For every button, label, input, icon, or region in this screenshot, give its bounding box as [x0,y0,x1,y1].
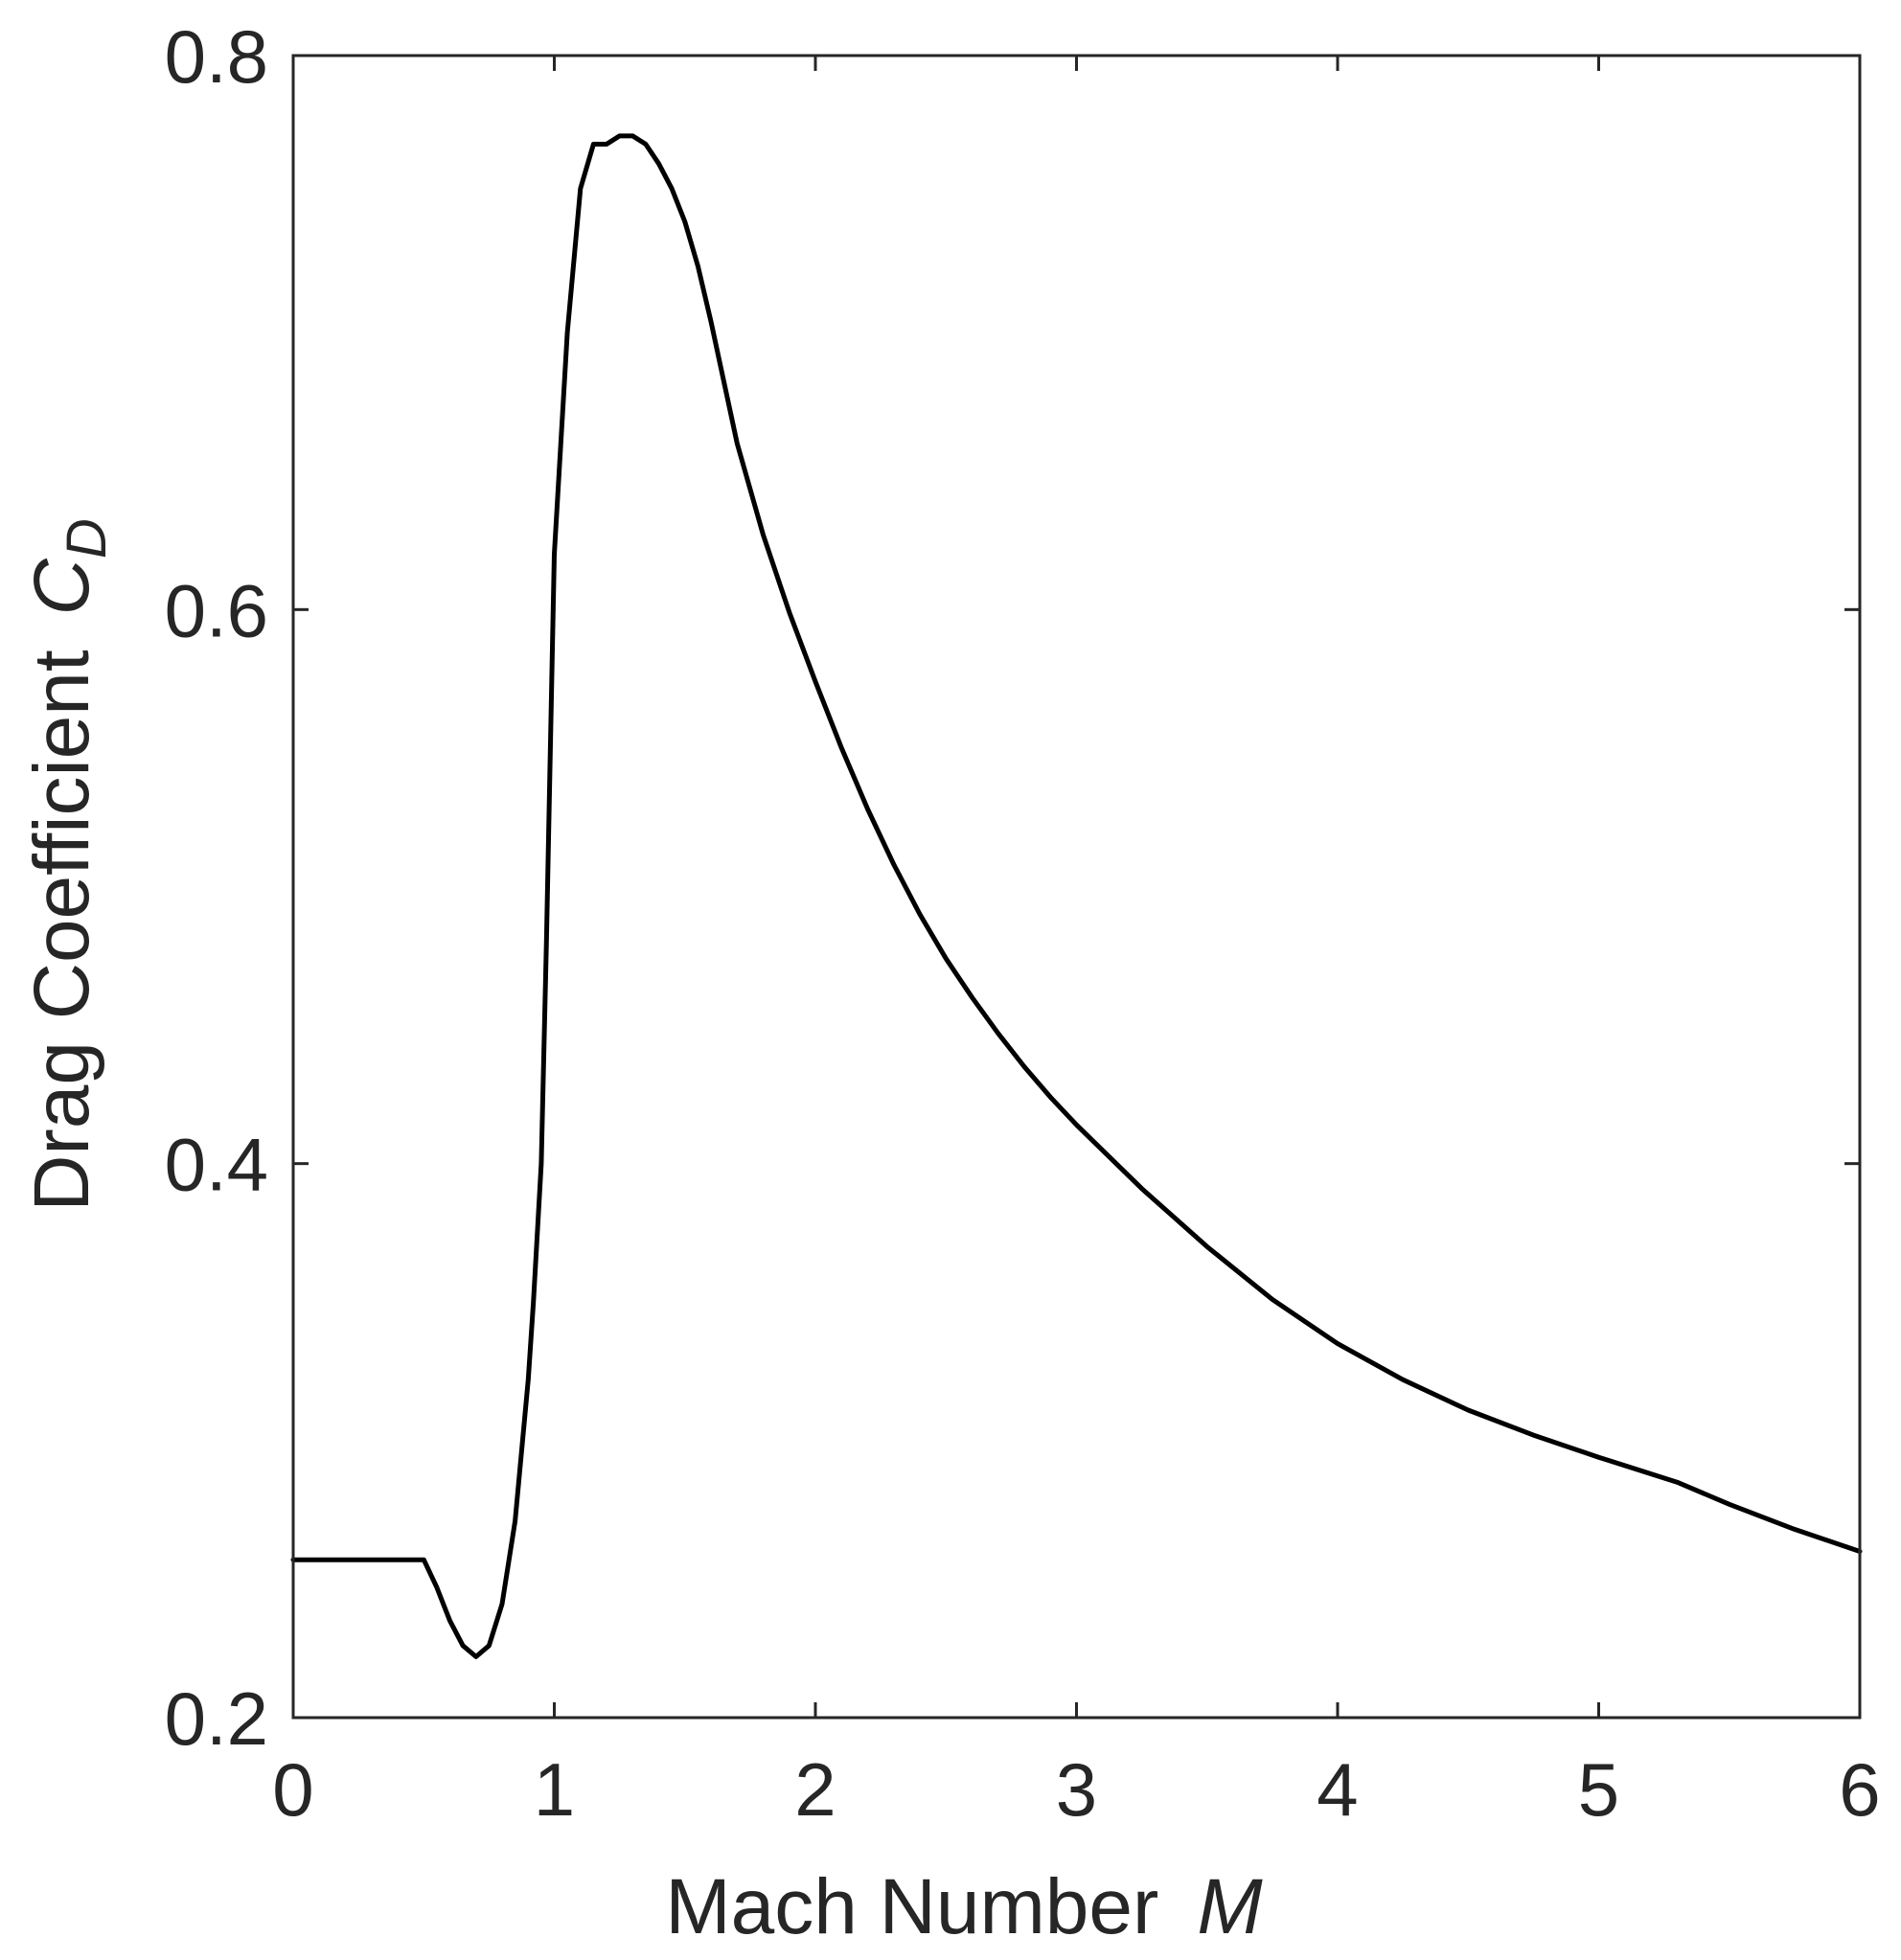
x-tick-label: 4 [1317,1747,1358,1832]
y-axis-title: Drag Coefficient CD [18,518,118,1212]
y-tick-label: 0.8 [165,14,268,99]
x-tick-label: 0 [272,1747,313,1832]
y-tick-labels: 0.2 0.4 0.6 0.8 [165,14,268,1761]
x-tick-label: 2 [794,1747,836,1832]
y-tick-label: 0.4 [165,1123,268,1207]
drag-coefficient-line [290,133,1863,1659]
y-axis-label: Drag Coefficient [18,650,105,1212]
y-axis-subscript: D [56,518,118,558]
y-tick-label: 0.6 [165,568,268,652]
x-tick-label: 3 [1056,1747,1097,1832]
x-axis-title: Mach Number M [665,1863,1263,1950]
y-axis-symbol: C [18,558,105,615]
series-layer [290,133,1863,1659]
plot-frame [291,54,1862,1720]
x-axis-label: Mach Number [665,1863,1158,1950]
y-axis-title-group: Drag Coefficient CD [18,518,118,1212]
x-tick-labels: 0 1 2 3 4 5 6 [272,1747,1880,1832]
x-axis-symbol: M [1197,1863,1263,1950]
x-tick-label: 1 [534,1747,575,1832]
x-tick-label: 6 [1839,1747,1880,1832]
x-tick-label: 5 [1578,1747,1619,1832]
y-tick-label: 0.2 [165,1676,268,1761]
